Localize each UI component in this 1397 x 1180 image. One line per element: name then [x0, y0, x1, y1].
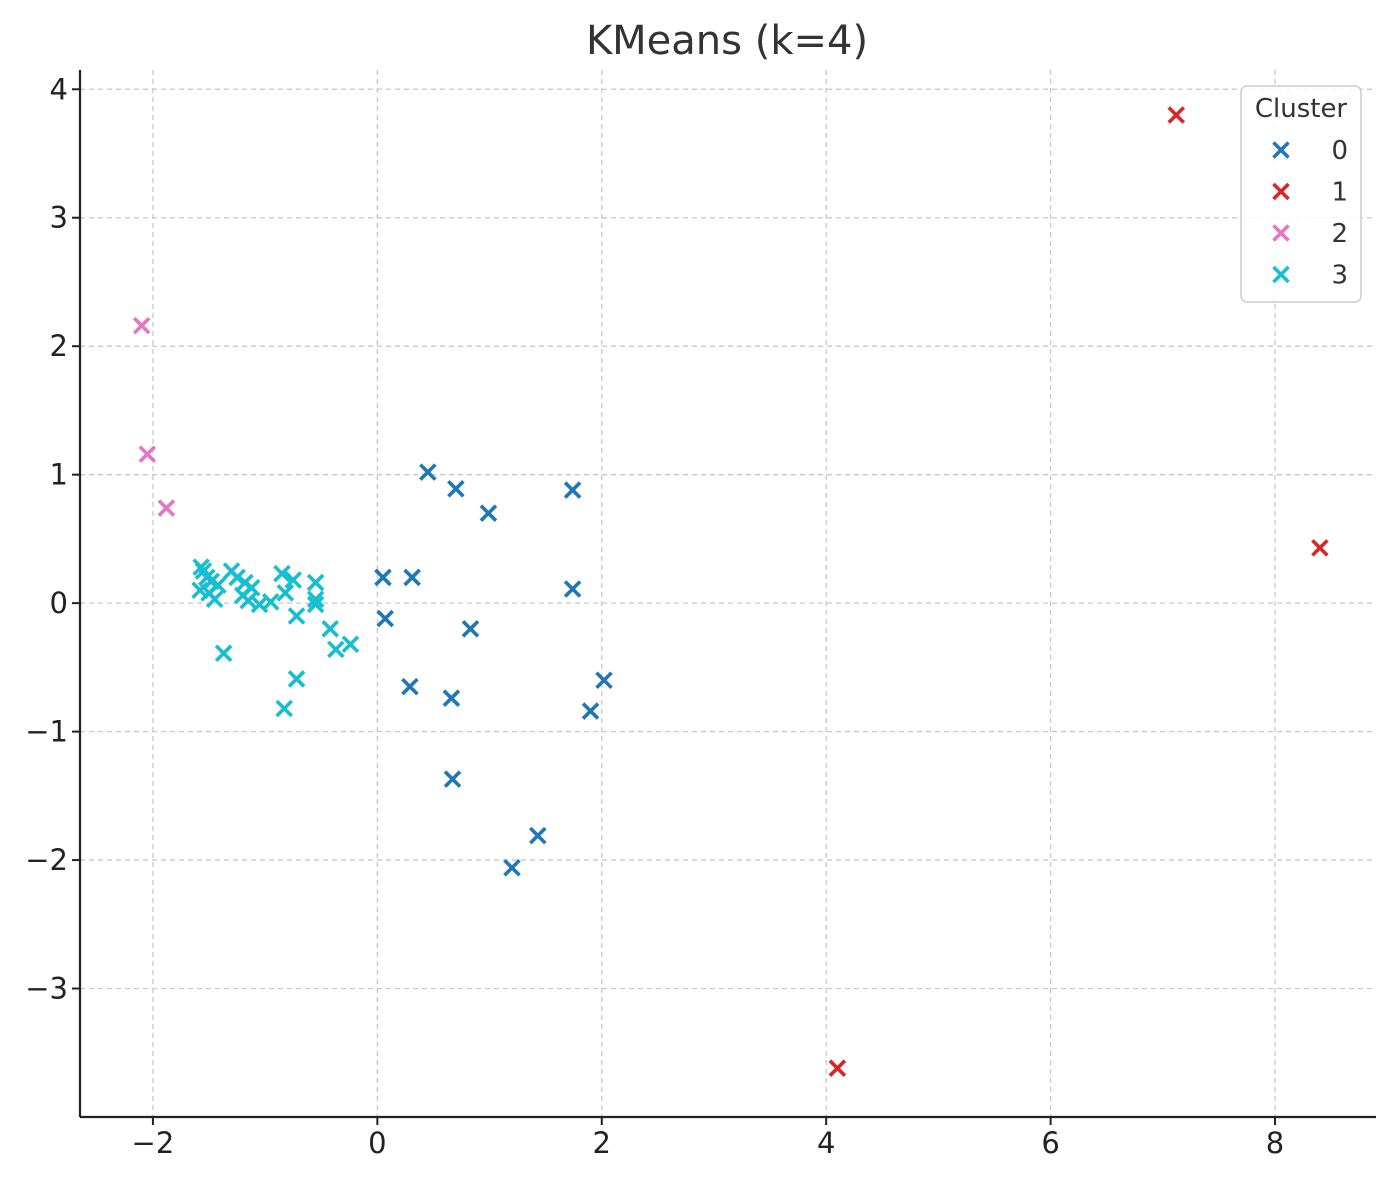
data-point-cluster-3 [273, 564, 291, 583]
data-point-cluster-1 [828, 1059, 847, 1077]
legend-marker-0 [1272, 141, 1290, 159]
data-point-cluster-3 [321, 620, 339, 638]
data-point-cluster-0 [503, 859, 521, 877]
data-point-cluster-3 [287, 607, 306, 625]
data-point-cluster-3 [284, 571, 302, 589]
legend-marker-2 [1272, 224, 1290, 242]
legend-label-3: 3 [1331, 261, 1348, 291]
x-tick-label: 4 [817, 1126, 835, 1160]
data-point-cluster-3 [327, 640, 345, 659]
data-point-cluster-3 [275, 699, 293, 718]
y-tick-label: −1 [25, 715, 68, 749]
y-tick-label: 0 [50, 586, 68, 620]
data-point-cluster-3 [214, 644, 233, 663]
data-point-cluster-0 [443, 770, 462, 788]
data-point-cluster-2 [132, 316, 151, 335]
data-point-cluster-2 [138, 445, 157, 463]
legend-label-2: 2 [1331, 219, 1348, 249]
data-point-cluster-2 [157, 499, 176, 517]
axes [78, 70, 1376, 1119]
data-point-cluster-0 [479, 504, 498, 522]
y-tick-label: 3 [50, 201, 68, 235]
data-point-cluster-0 [529, 826, 547, 845]
data-point-cluster-1 [1167, 106, 1186, 124]
data-point-cluster-0 [403, 568, 421, 587]
x-tick-label: 0 [368, 1126, 386, 1160]
data-point-cluster-0 [442, 689, 461, 707]
data-point-cluster-0 [447, 480, 465, 498]
data-point-cluster-0 [461, 620, 480, 638]
data-point-cluster-3 [205, 590, 224, 609]
data-point-cluster-0 [401, 677, 419, 696]
legend-title: Cluster [1255, 94, 1348, 124]
y-tick-label: 4 [50, 72, 68, 106]
data-point-cluster-3 [341, 635, 360, 654]
x-tick-label: 6 [1041, 1126, 1059, 1160]
legend-box [1240, 85, 1362, 303]
legend-items: 0 1 2 3 [1272, 136, 1348, 291]
data-point-cluster-0 [376, 609, 394, 628]
data-point-cluster-3 [239, 591, 258, 610]
grid-lines [80, 70, 1376, 1117]
data-point-cluster-3 [228, 568, 246, 587]
data-point-cluster-0 [581, 702, 600, 720]
data-point-cluster-3 [276, 584, 295, 602]
data-point-cluster-0 [563, 580, 582, 598]
data-point-cluster-0 [374, 568, 392, 587]
data-point-cluster-3 [306, 590, 325, 609]
data-point-cluster-0 [419, 463, 437, 481]
legend-label-1: 1 [1331, 178, 1348, 208]
y-tick-label: −3 [25, 972, 68, 1006]
data-point-cluster-3 [306, 595, 325, 614]
data-points [132, 106, 1329, 1077]
data-point-cluster-1 [1311, 539, 1329, 557]
x-tick-label: 2 [593, 1126, 611, 1160]
y-tick-label: 1 [50, 458, 68, 492]
x-tick-label: −2 [132, 1126, 175, 1160]
legend-marker-1 [1272, 182, 1290, 201]
data-point-cluster-3 [261, 593, 280, 611]
legend: Cluster 0 1 2 3 [1240, 85, 1362, 303]
data-point-cluster-3 [287, 670, 306, 688]
legend-marker-3 [1272, 265, 1290, 284]
chart-title: KMeans (k=4) [586, 18, 868, 64]
y-tick-label: −2 [25, 843, 68, 877]
tick-labels: −2 0 2 4 6 8 −3 −2 −1 0 1 2 3 4 [25, 72, 1284, 1160]
data-point-cluster-3 [306, 573, 325, 592]
legend-label-0: 0 [1331, 136, 1348, 166]
y-tick-label: 2 [50, 329, 68, 363]
data-point-cluster-0 [563, 481, 582, 499]
data-point-cluster-0 [595, 671, 613, 689]
x-tick-label: 8 [1266, 1126, 1284, 1160]
